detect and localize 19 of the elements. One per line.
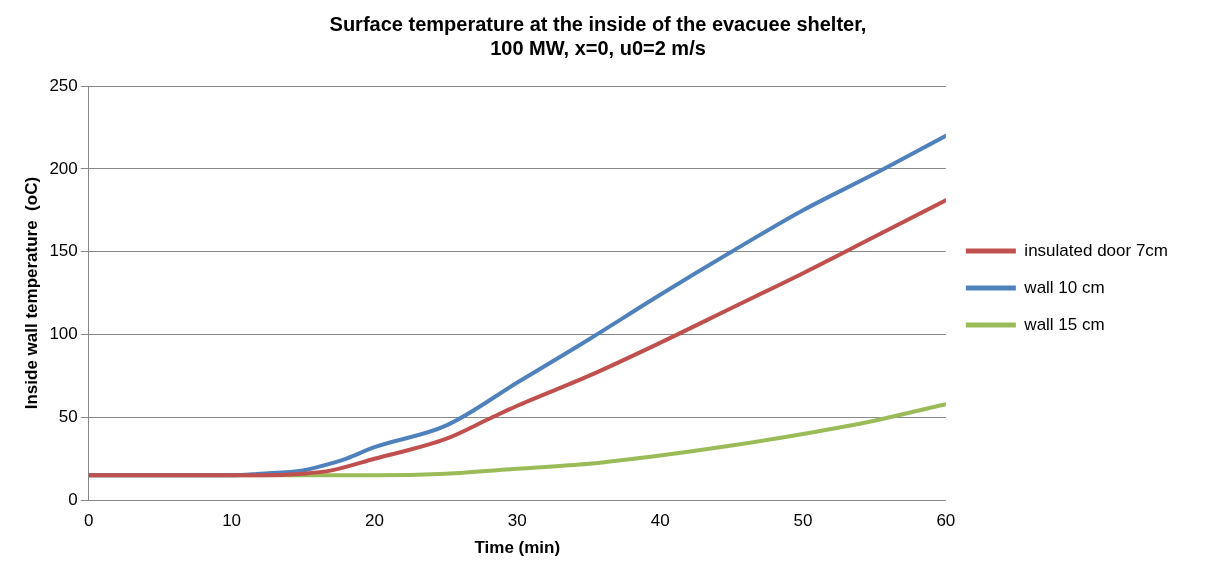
- y-tick-label: 0: [68, 489, 78, 509]
- x-tick-label: 40: [650, 511, 670, 531]
- y-tick-label: 250: [49, 75, 78, 95]
- x-tick-label: 10: [222, 511, 242, 531]
- x-tick-label: 30: [507, 511, 527, 531]
- legend-label: wall 15 cm: [1023, 314, 1105, 334]
- y-tick-label: 150: [49, 241, 78, 261]
- x-tick-label: 50: [793, 511, 813, 531]
- x-tick-label: 20: [365, 511, 384, 531]
- chart-title: Surface temperature at the inside of the evacuee shelter, 100 MW, x=0, u0=2 m/s: [329, 12, 867, 59]
- y-tick-label: 100: [49, 324, 78, 344]
- legend-label: insulated door 7cm: [1024, 240, 1168, 260]
- y-tick-label: 50: [58, 407, 78, 427]
- x-tick-label: 60: [936, 511, 956, 531]
- y-tick-label: 200: [49, 158, 78, 178]
- x-tick-label: 0: [84, 511, 94, 531]
- x-axis-title: Time (min): [474, 538, 561, 558]
- legend-label: wall 10 cm: [1023, 277, 1105, 297]
- y-axis-title: Inside wall temperature (oC): [21, 176, 41, 410]
